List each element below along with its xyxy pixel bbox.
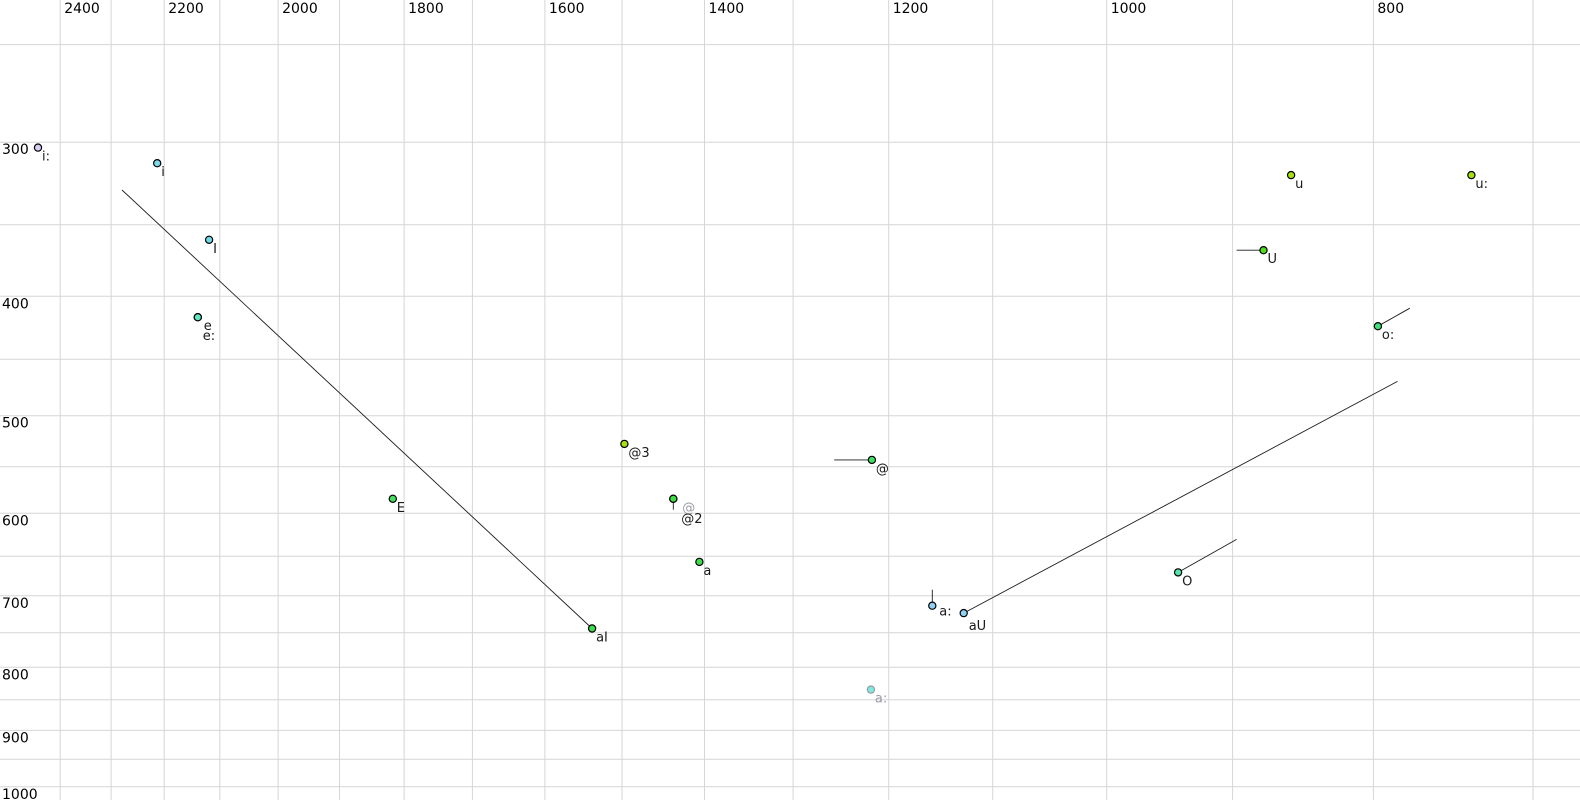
- trajectory-layer: [121, 189, 1411, 629]
- point-label-a:: a:: [939, 605, 951, 620]
- data-point-@3[interactable]: [620, 439, 629, 449]
- y-tick-label-500: 500: [2, 416, 29, 432]
- point-label-@3: @3: [628, 446, 649, 461]
- point-label-@2: @2: [681, 512, 702, 527]
- point-label-@: @: [682, 501, 695, 516]
- point-label-@: @: [876, 462, 889, 477]
- y-tick-label-600: 600: [2, 513, 29, 529]
- point-label-i: i: [161, 165, 165, 180]
- data-point-@[interactable]: [867, 455, 877, 465]
- point-label-u:: u:: [1475, 177, 1488, 192]
- tick-label-layer: 2400 2200 2000 1800 1600 1400 1200 1000 800 300 40…: [2, 1, 1404, 800]
- point-label-I: I: [213, 242, 217, 257]
- point-label-a: a: [703, 564, 711, 579]
- point-label-e:: e:: [203, 329, 215, 344]
- trajectory-aU: [963, 381, 1398, 614]
- x-tick-label-1800: 1800: [408, 1, 444, 17]
- point-label-E: E: [397, 501, 405, 516]
- x-tick-label-1600: 1600: [549, 1, 585, 17]
- data-point-a[interactable]: [695, 557, 704, 567]
- point-label-a:: a:: [875, 692, 887, 707]
- x-tick-label-800: 800: [1377, 1, 1404, 17]
- point-label-O: O: [1182, 574, 1192, 589]
- data-point-E[interactable]: [388, 494, 397, 503]
- data-point-e:[interactable]: [193, 313, 202, 322]
- x-tick-label-2400: 2400: [64, 1, 100, 17]
- data-point-i[interactable]: [152, 158, 162, 168]
- data-point-u[interactable]: [1286, 170, 1296, 180]
- data-point-aU[interactable]: [959, 608, 968, 618]
- x-tick-label-2200: 2200: [168, 1, 204, 17]
- point-label-o:: o:: [1382, 328, 1394, 343]
- y-tick-label-1000: 1000: [2, 787, 38, 800]
- point-label-i:: i:: [42, 150, 50, 165]
- data-point-U[interactable]: [1259, 245, 1268, 255]
- y-tick-label-400: 400: [2, 296, 29, 312]
- data-point-aI[interactable]: [587, 624, 597, 633]
- x-tick-label-1200: 1200: [893, 1, 929, 17]
- point-label-aU: aU: [969, 619, 986, 634]
- trajectory-o:: [1377, 307, 1411, 327]
- data-point-layer: [33, 143, 1476, 694]
- x-tick-label-1400: 1400: [709, 1, 745, 17]
- data-point-i:[interactable]: [33, 143, 43, 152]
- y-tick-label-300: 300: [2, 142, 29, 158]
- point-label-U: U: [1268, 252, 1278, 267]
- data-point-I[interactable]: [204, 235, 214, 244]
- data-point-u:[interactable]: [1467, 170, 1476, 180]
- y-tick-label-900: 900: [2, 730, 29, 746]
- trajectory-O: [1177, 539, 1237, 573]
- data-point-a:[interactable]: [866, 685, 876, 694]
- point-label-e: e: [204, 319, 212, 334]
- y-tick-label-800: 800: [2, 667, 29, 683]
- x-tick-label-1000: 1000: [1111, 1, 1147, 17]
- trajectory-aI: [121, 189, 593, 629]
- x-tick-label-2000: 2000: [282, 1, 318, 17]
- data-point-o:[interactable]: [1373, 322, 1383, 331]
- point-label-aI: aI: [596, 631, 608, 646]
- point-label-u: u: [1295, 177, 1303, 192]
- y-tick-label-700: 700: [2, 596, 29, 612]
- data-point-O[interactable]: [1173, 568, 1183, 577]
- data-point-@2[interactable]: [669, 494, 678, 503]
- data-point-a:[interactable]: [928, 601, 937, 610]
